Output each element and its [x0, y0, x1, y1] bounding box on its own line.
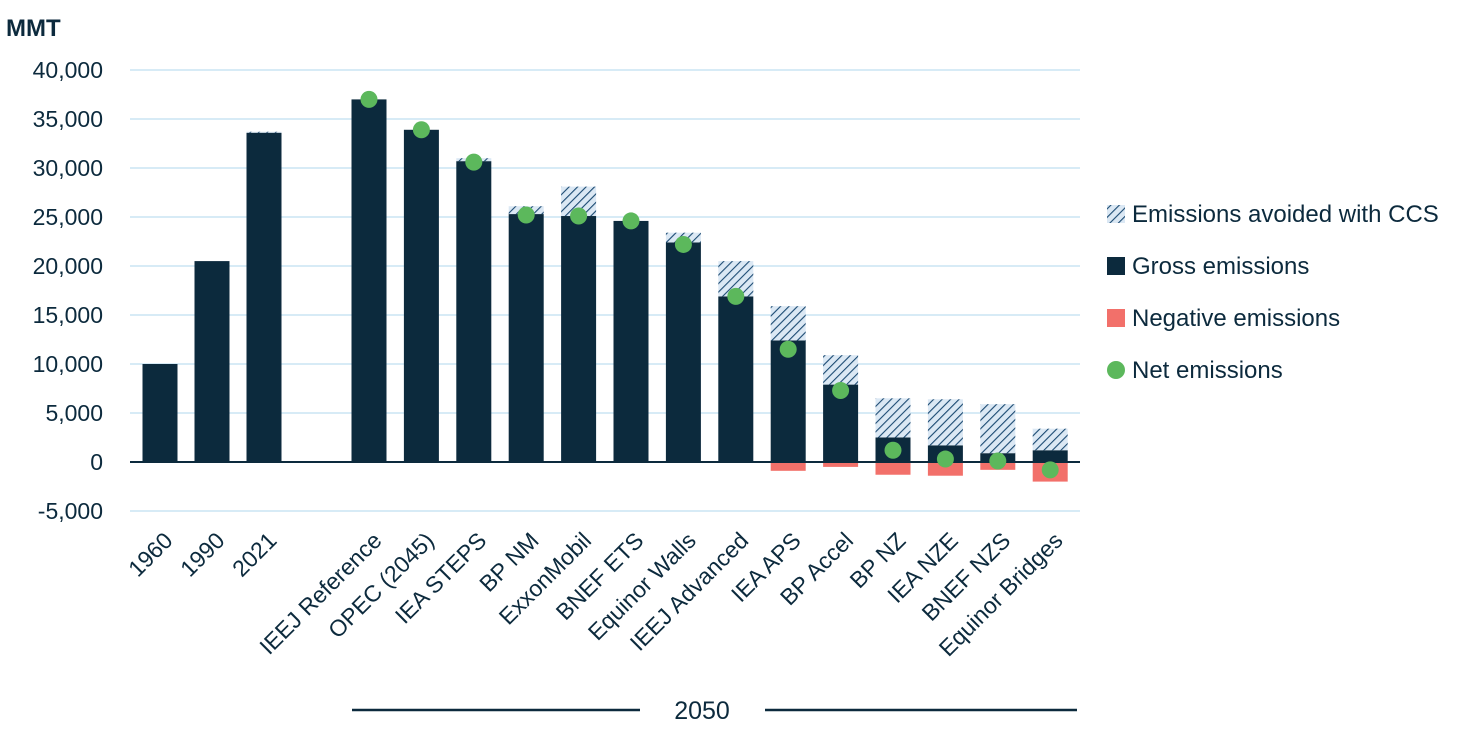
y-tick-label: 15,000: [33, 302, 103, 328]
ccs-avoided-bar: [927, 399, 963, 446]
gross-emissions-bar: [194, 261, 230, 462]
ccs-avoided-bar: [823, 355, 859, 385]
negative-emissions-bar: [823, 462, 859, 467]
legend-swatch-ccs: [1107, 205, 1125, 223]
y-tick-label: 30,000: [33, 155, 103, 181]
gross-emissions-bar: [770, 340, 806, 462]
legend-label-negative-emissions: Negative emissions: [1132, 305, 1340, 332]
y-tick-label: 20,000: [33, 253, 103, 279]
y-tick-label: 35,000: [33, 106, 103, 132]
gross-emissions-bar: [456, 161, 492, 462]
gridlines: [130, 69, 1080, 512]
net-emissions-dot: [1041, 461, 1059, 479]
y-axis-label: MMT: [6, 15, 61, 42]
group-bracket: 2050: [352, 697, 1077, 725]
y-tick-label: 40,000: [33, 57, 103, 83]
ccs-avoided-bar: [980, 404, 1016, 454]
legend-label-emissions-avoided-with-ccs: Emissions avoided with CCS: [1132, 201, 1439, 228]
bars: [142, 99, 1068, 482]
gross-emissions-bar: [142, 364, 178, 462]
net-emissions-dot: [412, 121, 430, 139]
category-label-2021: 2021: [227, 527, 282, 582]
net-emissions-dot: [936, 450, 954, 468]
legend-swatch-net: [1107, 361, 1125, 379]
category-label-1960: 1960: [123, 527, 178, 582]
category-label-1990: 1990: [175, 527, 230, 582]
ccs-avoided-bar: [246, 131, 282, 133]
gross-emissions-bar: [508, 214, 544, 462]
net-emissions-dot: [465, 153, 483, 171]
net-emissions-dot: [989, 452, 1007, 470]
group-label-2050: 2050: [674, 697, 730, 725]
legend: Emissions avoided with CCS Gross emission…: [1107, 201, 1439, 384]
net-emissions-dot: [884, 441, 902, 459]
ccs-avoided-bar: [770, 306, 806, 341]
ccs-avoided-bar: [1032, 428, 1068, 451]
y-tick-labels: 40,000 35,000 30,000 25,000 20,000 15,000 10,0…: [33, 57, 103, 524]
gross-emissions-bar: [561, 216, 597, 462]
y-tick-label: 0: [90, 449, 103, 475]
gross-emissions-bar: [1032, 450, 1068, 462]
net-emissions-dot: [779, 340, 797, 358]
gross-emissions-bar: [351, 99, 387, 463]
net-emissions-dot: [517, 206, 535, 224]
ccs-avoided-bar: [875, 398, 911, 438]
net-emissions-dot: [570, 207, 588, 225]
gross-emissions-bar: [403, 129, 439, 462]
gross-emissions-bar: [718, 296, 754, 462]
net-emissions-dot: [622, 212, 640, 230]
net-emissions-dot: [360, 90, 378, 108]
y-tick-label: -5,000: [38, 498, 103, 524]
legend-label-gross-emissions: Gross emissions: [1132, 253, 1309, 280]
net-emissions-dot: [727, 287, 745, 305]
gross-emissions-bar: [613, 220, 649, 462]
net-emission-markers: [360, 90, 1059, 479]
net-emissions-dot: [674, 235, 692, 253]
y-tick-label: 25,000: [33, 204, 103, 230]
y-tick-label: 5,000: [45, 400, 103, 426]
negative-emissions-bar: [875, 462, 911, 475]
legend-swatch-negative-emissions: [1107, 309, 1125, 327]
negative-emissions-bar: [927, 462, 963, 476]
legend-label-net-emissions: Net emissions: [1132, 357, 1283, 384]
y-tick-label: 10,000: [33, 351, 103, 377]
negative-emissions-bar: [770, 462, 806, 471]
gross-emissions-bar: [665, 242, 701, 462]
legend-swatch-gross-emissions: [1107, 257, 1125, 275]
net-emissions-dot: [832, 381, 850, 399]
gross-emissions-bar: [246, 132, 282, 462]
